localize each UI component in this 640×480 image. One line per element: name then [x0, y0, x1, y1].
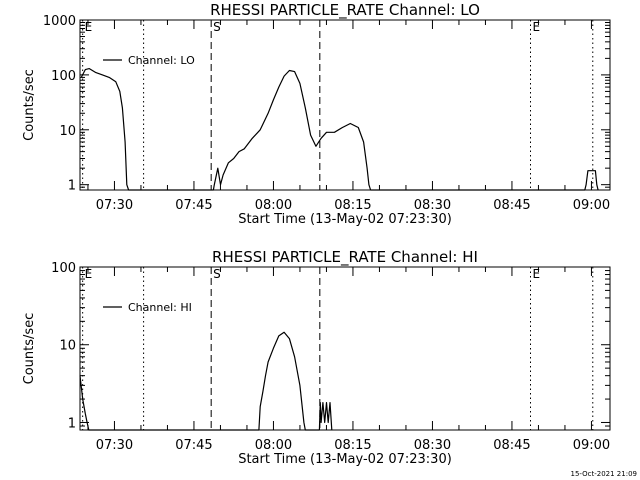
x-tick-label: 08:30	[414, 198, 451, 213]
y-tick-label: 100	[51, 69, 76, 84]
timestamp: 15-Oct-2021 21:09	[570, 470, 637, 478]
x-tick-label: 07:30	[96, 438, 133, 453]
y-tick-label: 1	[68, 416, 76, 431]
event-marker-label: E	[85, 20, 93, 34]
panel-lo: RHESSI PARTICLE_RATE Channel: LO 1 10 100 10…	[22, 1, 611, 227]
x-tick-label: 08:30	[414, 438, 451, 453]
x-tick-label: 07:45	[175, 438, 212, 453]
y-tick-label: 1	[68, 179, 76, 194]
y-tick-label: 10	[59, 124, 76, 139]
x-tick-label: 08:00	[255, 198, 292, 213]
x-tick-label: 09:00	[573, 198, 610, 213]
y-axis-label: Counts/sec	[22, 69, 37, 141]
x-tick-label: 08:00	[255, 438, 292, 453]
x-tick-label: 08:15	[334, 198, 371, 213]
event-marker-label: S	[213, 20, 221, 34]
event-marker-label: S	[213, 267, 221, 281]
x-tick-label: 07:30	[96, 198, 133, 213]
plot-frame	[79, 19, 611, 191]
series-line	[80, 67, 599, 191]
x-tick-label: 08:45	[493, 438, 530, 453]
legend-label: Channel: LO	[128, 54, 195, 67]
event-marker-label: E	[533, 267, 541, 281]
x-axis-label: Start Time (13-May-02 07:23:30)	[238, 212, 452, 227]
series-line	[79, 331, 333, 431]
event-marker-label: E	[85, 267, 93, 281]
y-tick-label: 100	[51, 261, 76, 276]
y-axis-label: Counts/sec	[22, 313, 37, 385]
x-tick-label: 09:00	[573, 438, 610, 453]
chart-title: RHESSI PARTICLE_RATE Channel: HI	[212, 248, 478, 267]
y-tick-label: 1000	[43, 14, 76, 29]
event-marker-label: E	[533, 20, 541, 34]
x-tick-label: 08:15	[334, 438, 371, 453]
x-tick-label: 08:45	[493, 198, 530, 213]
x-axis-label: Start Time (13-May-02 07:23:30)	[238, 452, 452, 467]
x-tick-label: 07:45	[175, 198, 212, 213]
chart-title: RHESSI PARTICLE_RATE Channel: LO	[210, 1, 480, 20]
y-tick-label: 10	[59, 339, 76, 354]
legend-label: Channel: HI	[128, 301, 192, 314]
panel-hi: RHESSI PARTICLE_RATE Channel: HI 1 10 100 07…	[22, 248, 611, 467]
